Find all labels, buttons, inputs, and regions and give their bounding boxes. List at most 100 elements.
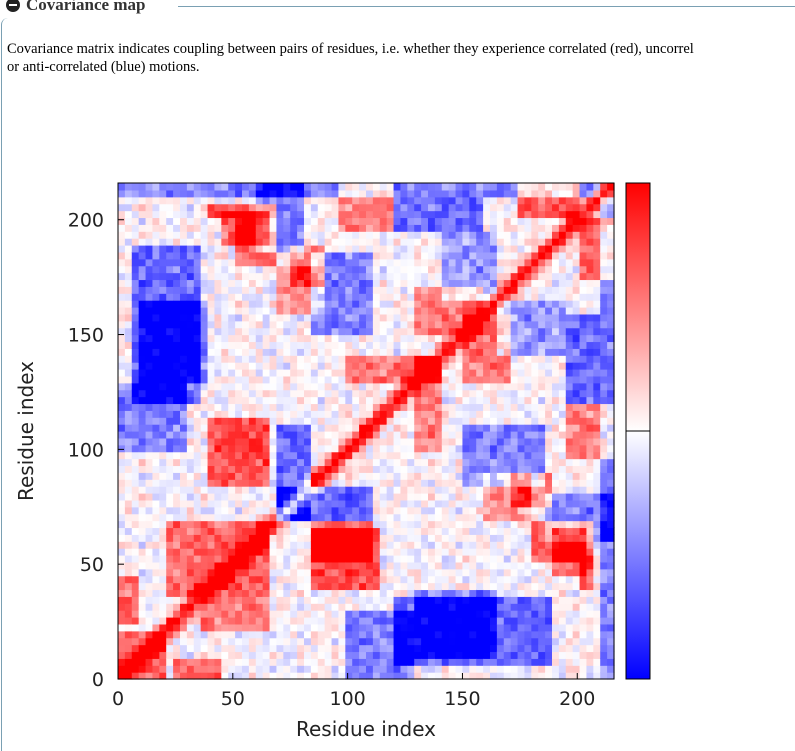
heatmap-cell	[372, 520, 381, 529]
heatmap-cell	[434, 465, 443, 473]
heatmap-cell	[579, 644, 588, 653]
heatmap-cell	[393, 189, 402, 198]
heatmap-cell	[297, 555, 305, 563]
heatmap-cell	[193, 506, 202, 515]
heatmap-cell	[545, 417, 553, 425]
heatmap-cell	[593, 651, 601, 659]
heatmap-cell	[180, 265, 188, 274]
heatmap-cell	[317, 665, 326, 673]
heatmap-cell	[579, 493, 588, 501]
heatmap-cell	[476, 568, 484, 577]
heatmap-cell	[386, 348, 395, 356]
heatmap-cell	[200, 665, 209, 673]
heatmap-cell	[538, 603, 546, 611]
heatmap-cell	[276, 245, 284, 253]
heatmap-cell	[331, 506, 340, 515]
heatmap-cell	[124, 458, 133, 467]
heatmap-cell	[552, 493, 560, 501]
heatmap-cells	[118, 183, 615, 680]
heatmap-cell	[138, 486, 147, 494]
heatmap-cell	[283, 555, 291, 563]
heatmap-cell	[503, 603, 512, 611]
heatmap-cell	[193, 486, 202, 494]
heatmap-cell	[572, 231, 581, 239]
heatmap-cell	[200, 582, 209, 591]
heatmap-cell	[276, 375, 284, 384]
heatmap-cell	[345, 369, 353, 377]
heatmap-cell	[324, 465, 333, 473]
heatmap-cell	[221, 506, 229, 515]
heatmap-cell	[310, 589, 319, 597]
heatmap-cell	[207, 245, 216, 253]
heatmap-cell	[558, 196, 567, 205]
heatmap-cell	[214, 644, 222, 653]
heatmap-cell	[483, 313, 491, 322]
heatmap-cell	[331, 313, 340, 322]
heatmap-cell	[186, 258, 195, 267]
heatmap-cell	[496, 603, 505, 611]
heatmap-cell	[317, 258, 326, 267]
heatmap-cell	[297, 341, 305, 349]
heatmap-cell	[207, 375, 216, 384]
heatmap-cell	[221, 665, 229, 673]
heatmap-cell	[290, 665, 298, 673]
heatmap-cell	[324, 444, 333, 453]
heatmap-cell	[455, 203, 464, 212]
heatmap-cell	[428, 272, 436, 281]
heatmap-cell	[586, 348, 594, 356]
heatmap-cell	[228, 437, 236, 446]
heatmap-cell	[552, 355, 560, 363]
heatmap-cell	[434, 582, 443, 591]
heatmap-cell	[469, 444, 477, 453]
heatmap-cell	[448, 189, 457, 198]
heatmap-cell	[166, 644, 174, 653]
heatmap-cell	[434, 300, 443, 308]
heatmap-cell	[483, 410, 491, 418]
heatmap-cell	[207, 451, 216, 460]
heatmap-cell	[496, 327, 505, 336]
heatmap-cell	[531, 534, 539, 542]
heatmap-cell	[290, 568, 298, 577]
heatmap-cell	[414, 251, 422, 260]
heatmap-cell	[572, 258, 581, 267]
heatmap-cell	[572, 189, 581, 198]
heatmap-cell	[283, 403, 291, 411]
heatmap-cell	[524, 630, 532, 639]
heatmap-cell	[352, 555, 360, 563]
heatmap-cell	[193, 465, 202, 473]
section-legend[interactable]: Covariance map	[6, 0, 150, 17]
heatmap-cell	[586, 203, 594, 212]
heatmap-cell	[228, 651, 236, 659]
heatmap-cell	[558, 575, 567, 584]
heatmap-cell	[166, 265, 174, 274]
heatmap-cell	[483, 623, 491, 632]
heatmap-cell	[441, 396, 450, 405]
heatmap-cell	[228, 245, 236, 253]
heatmap-cell	[242, 362, 250, 370]
heatmap-cell	[531, 658, 539, 666]
heatmap-cell	[200, 458, 209, 467]
heatmap-cell	[503, 389, 512, 398]
heatmap-cell	[255, 307, 264, 315]
heatmap-cell	[345, 341, 353, 349]
heatmap-cell	[159, 499, 167, 508]
heatmap-cell	[173, 307, 181, 315]
heatmap-cell	[186, 403, 195, 411]
heatmap-cell	[545, 251, 553, 260]
heatmap-cell	[558, 334, 567, 343]
heatmap-cell	[565, 658, 574, 666]
heatmap-cell	[228, 320, 236, 329]
heatmap-cell	[558, 596, 567, 604]
heatmap-cell	[242, 320, 250, 329]
heatmap-cell	[441, 568, 450, 577]
minus-circle-icon[interactable]	[6, 0, 20, 12]
heatmap-cell	[310, 238, 319, 246]
heatmap-cell	[228, 327, 236, 336]
heatmap-cell	[124, 258, 133, 267]
heatmap-cell	[242, 410, 250, 418]
heatmap-cell	[297, 651, 305, 659]
heatmap-cell	[138, 196, 147, 205]
heatmap-cell	[372, 369, 381, 377]
heatmap-cell	[434, 493, 443, 501]
heatmap-cell	[483, 479, 491, 487]
